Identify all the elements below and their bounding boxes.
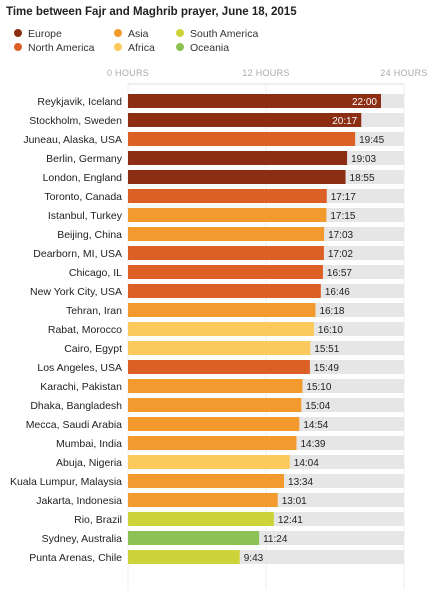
legend-item-oceania: Oceania <box>176 42 229 54</box>
value-label: 17:17 <box>331 192 356 203</box>
legend-item-north-america: North America <box>14 42 95 54</box>
value-label: 19:03 <box>351 154 376 165</box>
value-label: 16:10 <box>318 325 343 336</box>
bar <box>128 246 324 260</box>
legend-swatch <box>14 29 22 37</box>
category-label: Mecca, Saudi Arabia <box>26 419 122 431</box>
legend-swatch <box>176 29 184 37</box>
category-label: Los Angeles, USA <box>37 362 122 374</box>
category-label: Dearborn, MI, USA <box>33 248 122 260</box>
legend-swatch <box>114 29 122 37</box>
bar <box>128 303 316 317</box>
category-label: Sydney, Australia <box>42 533 123 545</box>
value-label: 15:51 <box>314 344 339 355</box>
category-label: New York City, USA <box>30 286 122 298</box>
bar <box>128 417 300 431</box>
value-label: 15:10 <box>306 382 331 393</box>
category-label: London, England <box>43 172 123 184</box>
bar <box>128 227 325 241</box>
category-label: Stockholm, Sweden <box>29 115 122 127</box>
category-label: Punta Arenas, Chile <box>29 552 122 564</box>
bar <box>128 113 362 127</box>
bar <box>128 208 327 222</box>
value-label: 13:34 <box>288 477 313 488</box>
category-label: Istanbul, Turkey <box>48 210 123 222</box>
value-label: 17:15 <box>330 211 355 222</box>
category-label: Rabat, Morocco <box>48 324 122 336</box>
category-label: Jakarta, Indonesia <box>36 495 122 507</box>
bar <box>128 455 290 469</box>
value-label: 16:46 <box>325 287 350 298</box>
value-label: 17:03 <box>328 230 353 241</box>
category-label: Beijing, China <box>57 229 122 241</box>
bar <box>128 550 240 564</box>
legend-label: South America <box>190 28 259 40</box>
bar <box>128 94 381 108</box>
legend-item-south-america: South America <box>176 28 258 40</box>
bar <box>128 189 327 203</box>
legend-label: Asia <box>128 28 149 40</box>
category-label: Chicago, IL <box>69 267 122 279</box>
category-label: Tehran, Iran <box>66 305 122 317</box>
bar <box>128 284 321 298</box>
bar <box>128 132 356 146</box>
category-label: Berlin, Germany <box>46 153 123 165</box>
value-label: 18:55 <box>350 173 375 184</box>
legend-item-africa: Africa <box>114 42 155 54</box>
bar <box>128 379 303 393</box>
bar <box>128 493 278 507</box>
value-label: 22:00 <box>352 97 377 108</box>
value-label: 16:18 <box>319 306 344 317</box>
value-label: 14:39 <box>300 439 325 450</box>
bar <box>128 512 274 526</box>
value-label: 14:54 <box>303 420 328 431</box>
bar <box>128 170 346 184</box>
bar <box>128 436 297 450</box>
x-tick-label: 12 HOURS <box>242 68 289 78</box>
legend-label: North America <box>28 42 95 54</box>
bar <box>128 322 314 336</box>
x-tick-label: 0 HOURS <box>107 68 149 78</box>
category-label: Kuala Lumpur, Malaysia <box>10 476 122 488</box>
value-label: 13:01 <box>282 496 307 507</box>
category-label: Cairo, Egypt <box>64 343 122 355</box>
bar <box>128 360 310 374</box>
category-label: Juneau, Alaska, USA <box>23 134 122 146</box>
legend-label: Africa <box>128 42 155 54</box>
value-label: 17:02 <box>328 249 353 260</box>
chart-title: Time between Fajr and Maghrib prayer, Ju… <box>6 6 297 18</box>
legend-label: Europe <box>28 28 62 40</box>
category-label: Rio, Brazil <box>74 514 122 526</box>
value-label: 16:57 <box>327 268 352 279</box>
legend-swatch <box>176 43 184 51</box>
category-label: Abuja, Nigeria <box>56 457 122 469</box>
value-label: 14:04 <box>294 458 319 469</box>
value-label: 12:41 <box>278 515 303 526</box>
category-label: Mumbai, India <box>56 438 122 450</box>
category-label: Toronto, Canada <box>44 191 122 203</box>
value-label: 11:24 <box>263 534 288 545</box>
bar <box>128 531 260 545</box>
legend-swatch <box>114 43 122 51</box>
bar <box>128 474 285 488</box>
bar <box>128 265 323 279</box>
category-label: Reykjavik, Iceland <box>37 96 122 108</box>
bar <box>128 151 348 165</box>
x-tick-label: 24 HOURS <box>380 68 427 78</box>
bar <box>128 398 302 412</box>
legend-item-europe: Europe <box>14 28 62 40</box>
value-label: 20:17 <box>332 116 357 127</box>
value-label: 19:45 <box>359 135 384 146</box>
legend-label: Oceania <box>190 42 230 54</box>
value-label: 15:04 <box>305 401 330 412</box>
category-label: Dhaka, Bangladesh <box>30 400 122 412</box>
bar <box>128 341 311 355</box>
legend-swatch <box>14 43 22 51</box>
value-label: 9:43 <box>244 553 264 564</box>
value-label: 15:49 <box>314 363 339 374</box>
legend-item-asia: Asia <box>114 28 148 40</box>
category-label: Karachi, Pakistan <box>40 381 122 393</box>
